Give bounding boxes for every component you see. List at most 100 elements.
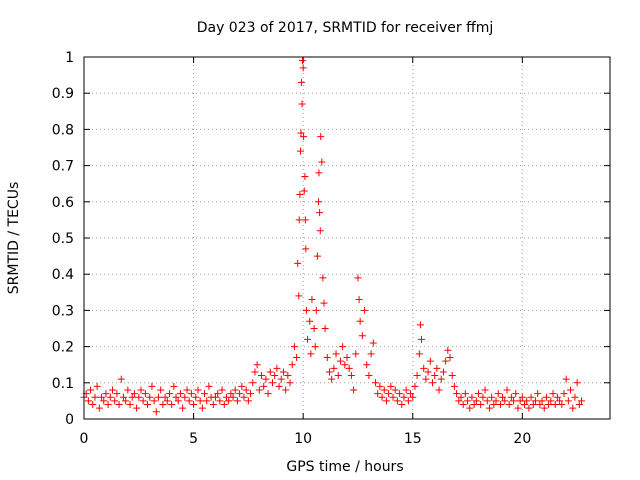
data-point	[220, 401, 228, 409]
data-point	[290, 343, 298, 351]
data-point	[108, 386, 116, 394]
data-point	[433, 364, 441, 372]
grid-lines	[84, 57, 610, 419]
data-point	[562, 375, 570, 383]
data-point	[525, 404, 533, 412]
data-point	[302, 245, 310, 253]
data-point	[247, 390, 255, 398]
data-point	[124, 386, 132, 394]
data-point	[122, 397, 130, 405]
data-point	[382, 397, 390, 405]
data-point	[244, 397, 252, 405]
data-point	[400, 393, 408, 401]
data-point	[365, 372, 373, 380]
data-point	[485, 404, 493, 412]
data-point	[183, 386, 191, 394]
x-axis-ticks: 0 5 10 15 20	[80, 57, 531, 447]
data-point	[89, 401, 97, 409]
data-point	[575, 401, 583, 409]
data-point	[481, 386, 489, 394]
data-point	[214, 390, 222, 398]
data-point	[288, 361, 296, 369]
data-point	[470, 401, 478, 409]
data-point	[133, 404, 141, 412]
data-point	[209, 401, 217, 409]
data-point	[113, 390, 121, 398]
data-point	[428, 379, 436, 387]
data-point	[494, 390, 502, 398]
data-point	[361, 306, 369, 314]
data-point	[106, 393, 114, 401]
data-point	[91, 393, 99, 401]
data-point	[137, 386, 145, 394]
y-tick-label: 0.8	[52, 122, 74, 138]
data-point	[277, 375, 285, 383]
x-tick-label: 20	[513, 431, 531, 447]
plot-frame	[83, 56, 611, 420]
data-point	[453, 390, 461, 398]
data-point	[216, 397, 224, 405]
data-point	[205, 382, 213, 390]
data-point	[355, 296, 363, 304]
data-point	[578, 397, 586, 405]
data-point	[168, 401, 176, 409]
data-point	[459, 401, 467, 409]
data-point	[350, 386, 358, 394]
data-point	[161, 393, 169, 401]
data-point	[448, 372, 456, 380]
data-point	[111, 397, 119, 405]
data-point	[472, 397, 480, 405]
data-point	[446, 353, 454, 361]
data-point	[128, 393, 136, 401]
data-point	[411, 382, 419, 390]
data-point	[378, 393, 386, 401]
data-point	[139, 397, 147, 405]
data-point	[499, 393, 507, 401]
data-point	[477, 401, 485, 409]
data-point	[514, 404, 522, 412]
data-point	[396, 390, 404, 398]
data-point	[297, 147, 305, 155]
data-point	[306, 317, 314, 325]
data-point	[540, 404, 548, 412]
data-point	[457, 393, 465, 401]
data-point	[389, 393, 397, 401]
data-point	[316, 227, 324, 235]
data-point	[521, 401, 529, 409]
data-point	[297, 78, 305, 86]
data-point	[516, 397, 524, 405]
y-tick-label: 1	[65, 50, 74, 66]
data-point	[249, 379, 257, 387]
data-point	[201, 390, 209, 398]
data-point	[212, 393, 219, 401]
y-tick-label: 0.1	[52, 376, 74, 392]
data-point	[341, 361, 349, 369]
data-point	[185, 397, 193, 405]
data-point	[398, 401, 406, 409]
data-point	[424, 368, 432, 376]
y-tick-label: 0.3	[52, 303, 74, 319]
data-point	[84, 397, 92, 405]
data-point	[190, 401, 198, 409]
x-tick-label: 5	[189, 431, 198, 447]
data-point	[198, 404, 206, 412]
data-point	[402, 386, 410, 394]
data-point	[102, 390, 110, 398]
data-point	[343, 353, 351, 361]
data-point	[275, 382, 283, 390]
data-point	[404, 397, 412, 405]
data-point	[172, 393, 180, 401]
data-point	[296, 191, 304, 199]
data-point	[426, 357, 434, 365]
data-point	[356, 317, 364, 325]
data-point	[527, 393, 535, 401]
data-point	[242, 386, 250, 394]
data-point	[564, 397, 572, 405]
data-point	[317, 133, 325, 141]
data-point	[391, 386, 399, 394]
data-point	[475, 390, 482, 398]
data-point	[238, 382, 246, 390]
data-point	[315, 198, 323, 206]
data-point	[260, 382, 268, 390]
